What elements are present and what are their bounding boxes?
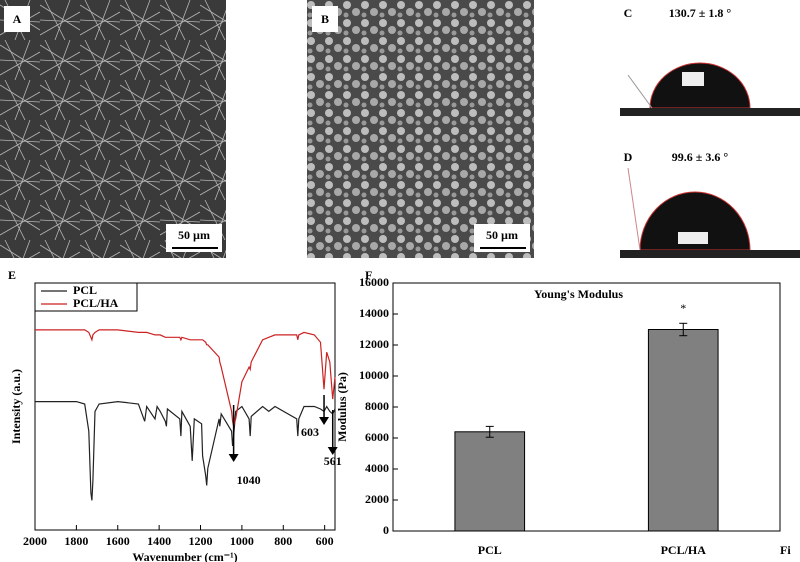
x-axis-label: Wavenumber (cm⁻¹) xyxy=(132,550,237,562)
panel-label: A xyxy=(13,12,22,26)
annotation: 561 xyxy=(324,454,342,468)
droplet xyxy=(639,191,751,251)
sem-image xyxy=(307,0,534,258)
y-tick-label: 4000 xyxy=(365,461,389,475)
x-tick-label: 2000 xyxy=(23,534,47,548)
panel-label: F xyxy=(365,268,372,282)
annotation: 603 xyxy=(301,425,319,439)
x-tick-label: 1800 xyxy=(64,534,88,548)
x-tick-label: 1400 xyxy=(147,534,171,548)
panel-label: E xyxy=(8,268,16,282)
plot-frame xyxy=(34,282,336,531)
arrow-head xyxy=(319,417,330,425)
spectrum-line xyxy=(35,329,336,427)
arrow-head xyxy=(228,454,239,462)
scale-label: 50 µm xyxy=(486,228,518,242)
legend-frame xyxy=(34,282,138,312)
panel-label: C xyxy=(624,6,633,20)
plot-frame xyxy=(392,282,781,532)
y-tick-label: 14000 xyxy=(359,306,389,320)
legend-label: PCL/HA xyxy=(73,296,119,310)
sem-image xyxy=(0,0,226,258)
x-tick-label: 1000 xyxy=(230,534,254,548)
reflection xyxy=(678,232,708,244)
x-tick-label: 600 xyxy=(316,534,334,548)
y-tick-label: 6000 xyxy=(365,430,389,444)
panel-c: C 130.7 ± 1.8 ° xyxy=(620,6,800,116)
y-tick-label: 12000 xyxy=(359,337,389,351)
tangent xyxy=(627,167,641,251)
panel-d: D 99.6 ± 3.6 ° xyxy=(620,150,800,258)
arrow-head xyxy=(327,447,338,455)
x-tick-label: 1200 xyxy=(189,534,213,548)
y-axis-label: Modulus (Pa) xyxy=(335,372,349,442)
contact-angle: 130.7 ± 1.8 ° xyxy=(669,6,732,20)
tangent xyxy=(627,74,653,109)
substrate xyxy=(620,108,800,116)
contact-angle: 99.6 ± 3.6 ° xyxy=(672,150,729,164)
y-tick-label: 16000 xyxy=(359,275,389,289)
x-tick-label: 800 xyxy=(274,534,292,548)
bar xyxy=(454,431,526,532)
legend-label: PCL xyxy=(73,283,97,297)
x-tick-label: 1600 xyxy=(106,534,130,548)
x-tick-label: PCL xyxy=(478,543,502,557)
annotation: 1040 xyxy=(237,473,261,487)
label-box xyxy=(4,6,30,32)
label-box xyxy=(312,6,338,32)
panel-b: B 50 µm xyxy=(307,0,534,258)
x-tick-label: PCL/HA xyxy=(661,543,707,557)
bar xyxy=(647,329,719,532)
reflection xyxy=(682,72,704,86)
panel-label: D xyxy=(624,150,633,164)
significance-mark: * xyxy=(680,301,686,315)
y-tick-label: 2000 xyxy=(365,492,389,506)
scale-label: 50 µm xyxy=(178,228,210,242)
spectrum-line xyxy=(35,400,336,501)
panel-label: B xyxy=(321,12,329,26)
chart-title: Young's Modulus xyxy=(534,287,623,301)
substrate xyxy=(620,250,800,258)
y-tick-label: 10000 xyxy=(359,368,389,382)
caption-fragment: Fi xyxy=(780,543,791,557)
y-tick-label: 8000 xyxy=(365,399,389,413)
y-axis-label: Intensity (a.u.) xyxy=(9,369,23,444)
y-tick-label: 0 xyxy=(383,523,389,537)
panel-a: A 50 µm xyxy=(0,0,226,258)
